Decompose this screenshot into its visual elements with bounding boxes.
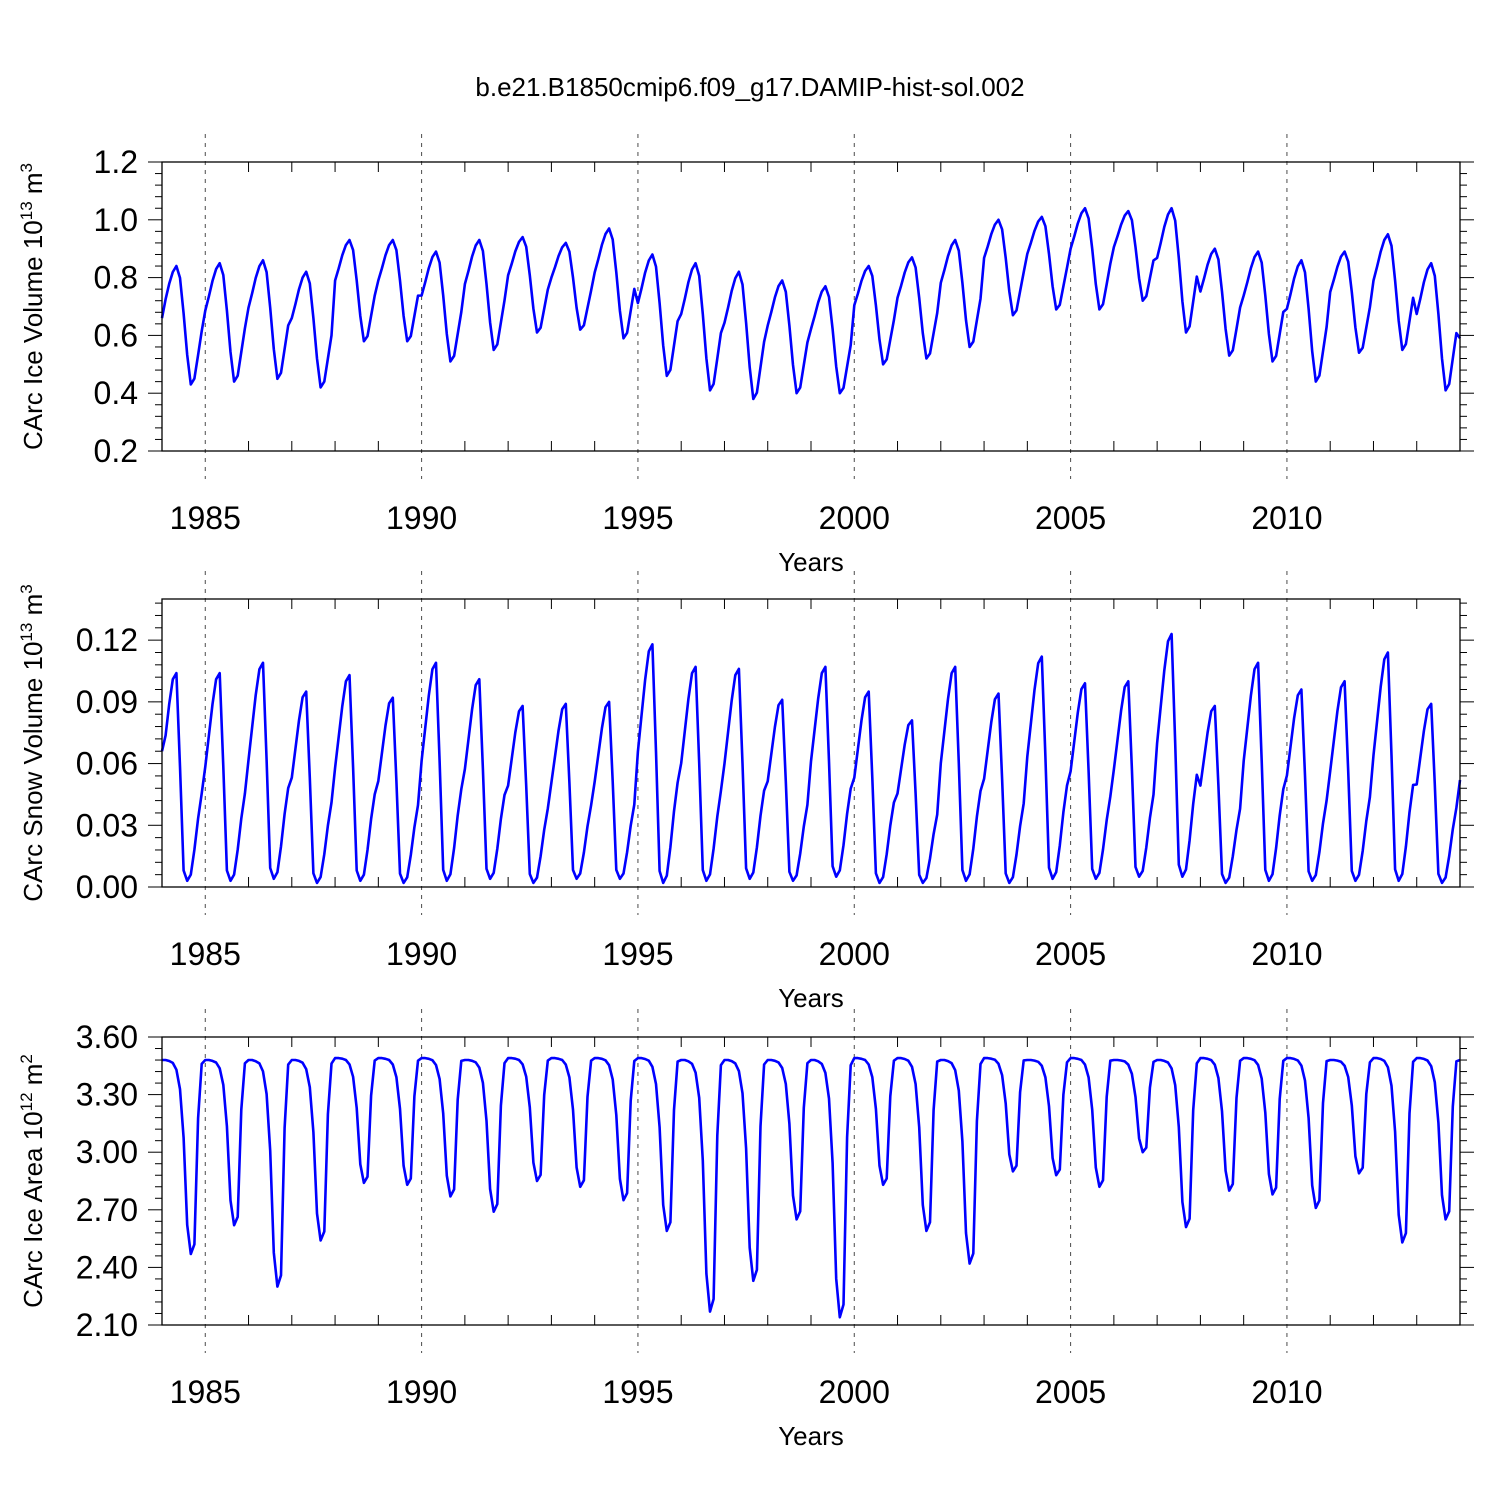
x-tick-label: 1985 xyxy=(170,936,241,972)
y-tick-label: 3.00 xyxy=(76,1134,138,1170)
y-tick-label: 0.6 xyxy=(94,317,138,353)
y-axis-label: CArc Ice Area 1012 m2 xyxy=(17,1054,48,1308)
series-line-ice-volume xyxy=(160,206,1462,401)
x-axis-label: Years xyxy=(778,983,844,1013)
y-axis-label: CArc Snow Volume 1013 m3 xyxy=(17,584,48,901)
series-line-ice-area xyxy=(162,1056,1461,1319)
x-tick-label: 1990 xyxy=(386,936,457,972)
plot-frame xyxy=(161,1036,1461,1326)
chart-title: b.e21.B1850cmip6.f09_g17.DAMIP-hist-sol.… xyxy=(475,72,1024,102)
plot-frame xyxy=(161,161,1461,452)
y-tick-label: 3.30 xyxy=(76,1077,138,1113)
y-tick-label: 0.4 xyxy=(94,375,138,411)
panel-snow-volume: 0.00 0.03 0.06 0.09 0.12 1985 1990 1995 2000 2005… xyxy=(17,571,1474,1013)
y-tick-label: 0.2 xyxy=(94,433,138,469)
x-tick-label: 2005 xyxy=(1035,936,1106,972)
x-tick-label: 2010 xyxy=(1251,1374,1322,1410)
x-tick-label: 1985 xyxy=(170,1374,241,1410)
y-tick-label: 2.70 xyxy=(76,1192,138,1228)
y-tick-label: 0.06 xyxy=(76,746,138,782)
y-axis-label: CArc Ice Volume 1013 m3 xyxy=(17,163,48,450)
x-tick-label: 2010 xyxy=(1251,500,1322,536)
panel-ice-area: 2.10 2.40 2.70 3.00 3.30 3.60 1985 1990 1995 2000… xyxy=(17,1009,1474,1451)
x-tick-label: 1990 xyxy=(386,1374,457,1410)
x-tick-label: 2005 xyxy=(1035,1374,1106,1410)
y-tick-label: 0.00 xyxy=(76,869,138,905)
panels: 0.2 0.4 0.6 0.8 1.0 1.2 1985 1990 1995 2000 2005 20… xyxy=(17,134,1474,1451)
y-tick-label: 1.0 xyxy=(94,202,138,238)
y-tick-label: 0.03 xyxy=(76,807,138,843)
series-line-snow-volume xyxy=(160,632,1462,885)
x-tick-label: 1995 xyxy=(602,936,673,972)
y-tick-label: 0.8 xyxy=(94,260,138,296)
x-tick-label: 2000 xyxy=(819,936,890,972)
x-tick-label: 1995 xyxy=(602,1374,673,1410)
y-tick-label: 3.60 xyxy=(76,1019,138,1055)
y-tick-label: 2.40 xyxy=(76,1249,138,1285)
x-axis-label: Years xyxy=(778,1421,844,1451)
y-tick-label: 2.10 xyxy=(76,1307,138,1343)
y-tick-label: 0.09 xyxy=(76,684,138,720)
y-tick-label: 0.12 xyxy=(76,622,138,658)
x-tick-label: 1995 xyxy=(602,500,673,536)
panel-ice-volume: 0.2 0.4 0.6 0.8 1.0 1.2 1985 1990 1995 2000 2005 20… xyxy=(17,134,1474,577)
x-axis-label: Years xyxy=(778,547,844,577)
plot-frame xyxy=(161,598,1461,888)
x-tick-label: 2000 xyxy=(819,500,890,536)
x-tick-label: 2005 xyxy=(1035,500,1106,536)
x-tick-label: 1990 xyxy=(386,500,457,536)
y-tick-label: 1.2 xyxy=(94,144,138,180)
x-tick-label: 2000 xyxy=(819,1374,890,1410)
x-tick-label: 2010 xyxy=(1251,936,1322,972)
x-tick-label: 1985 xyxy=(170,500,241,536)
